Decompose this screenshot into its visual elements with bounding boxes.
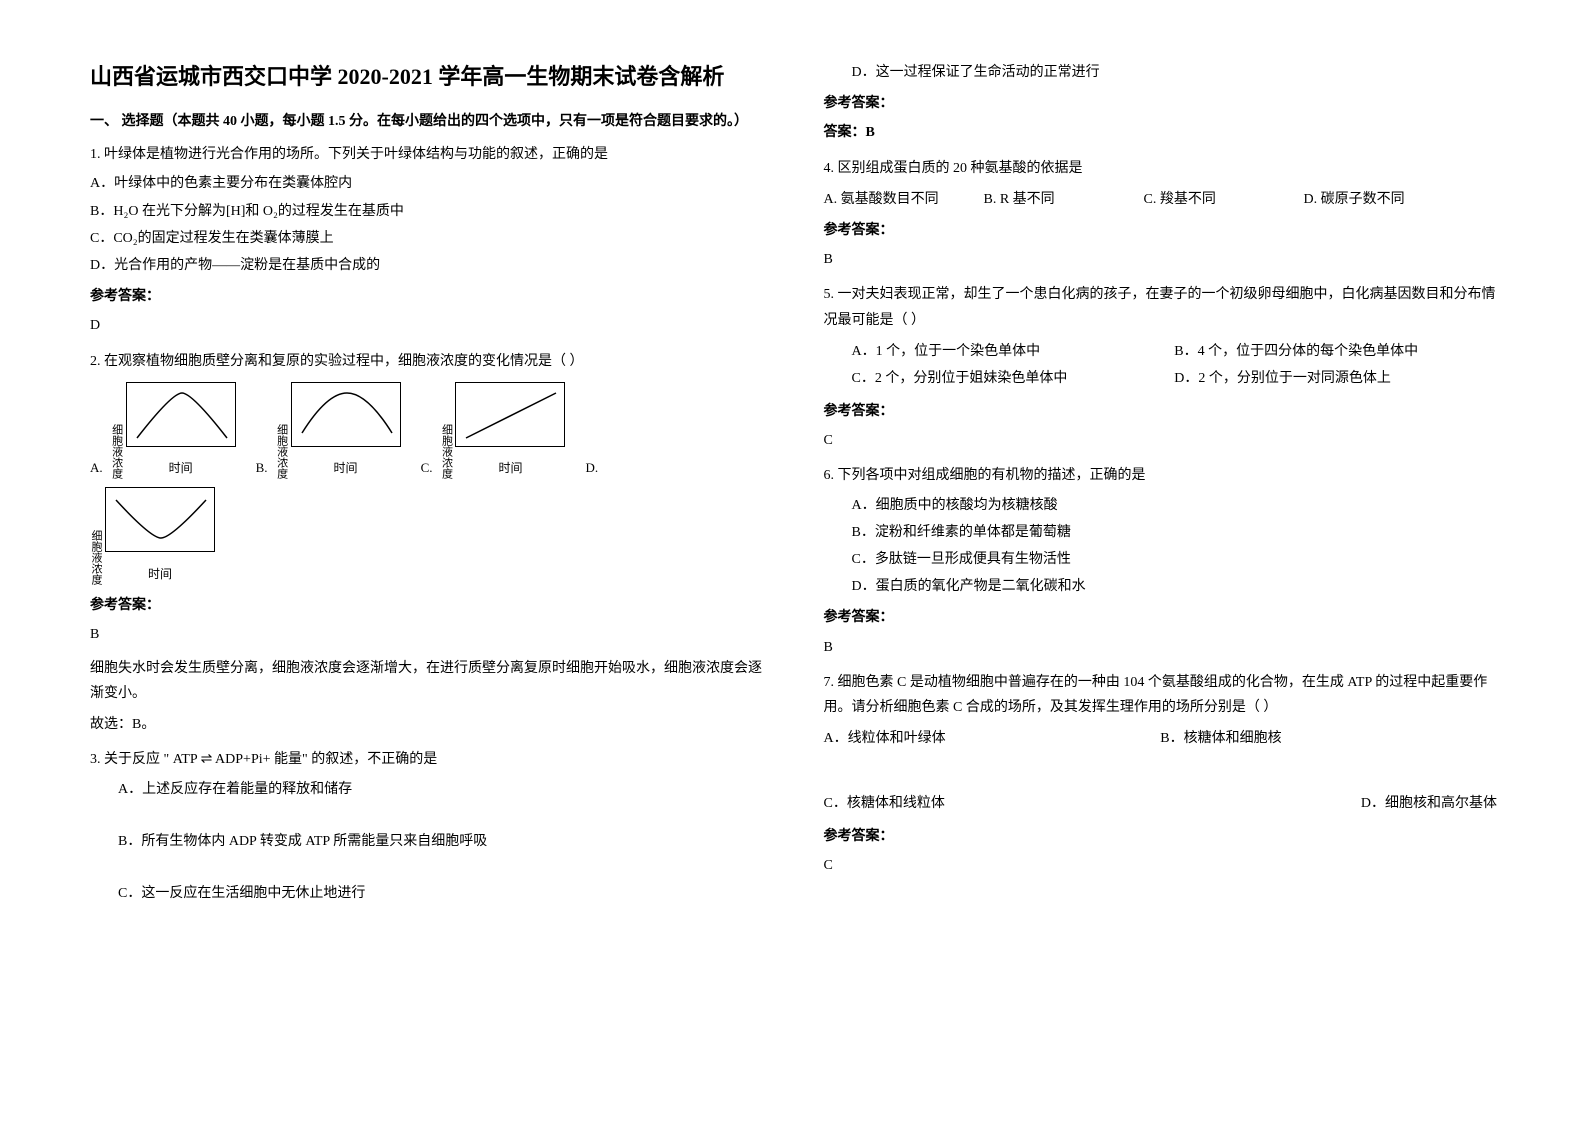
- option-c: C．这一反应在生活细胞中无休止地进行: [90, 881, 764, 906]
- chart-c-curve: [466, 393, 556, 438]
- answer-value: C: [824, 428, 1498, 453]
- question-1: 1. 叶绿体是植物进行光合作用的场所。下列关于叶绿体结构与功能的叙述，正确的是 …: [90, 142, 764, 338]
- option-a: A. 氨基酸数目不同: [824, 187, 944, 212]
- chart-b-svg: [291, 382, 401, 447]
- option-d: D．细胞核和高尔基体: [1160, 791, 1497, 816]
- chart-b: B. 细胞液浓度 时间: [256, 382, 401, 480]
- y-axis-label: 细胞液浓度: [440, 424, 451, 479]
- q3-post: 能量" 的叙述，不正确的是: [274, 752, 437, 767]
- x-axis-label: 时间: [105, 564, 215, 586]
- option-a: A．叶绿体中的色素主要分布在类囊体腔内: [90, 171, 764, 196]
- option-c: C．核糖体和线粒体: [824, 791, 1161, 816]
- option-a: A．细胞质中的核酸均为核糖核酸: [824, 493, 1498, 518]
- x-axis-label: 时间: [291, 458, 401, 480]
- y-axis-label: 细胞液浓度: [90, 530, 101, 585]
- question-text: 3. 关于反应 " ATP ⇌ ADP+Pi+ 能量" 的叙述，不正确的是: [90, 747, 764, 772]
- y-axis-label: 细胞液浓度: [276, 424, 287, 479]
- option-c: C．CO₂的固定过程发生在类囊体薄膜上: [90, 226, 764, 251]
- option-d: D．2 个，分别位于一对同源色体上: [1174, 366, 1497, 391]
- option-c: C．2 个，分别位于姐妹染色单体中: [852, 366, 1175, 391]
- explanation-2: 故选：B。: [90, 712, 764, 737]
- answer-label: 参考答案：: [824, 91, 1498, 116]
- chart-label-d: D.: [585, 456, 598, 479]
- y-axis-label: 细胞液浓度: [111, 424, 122, 479]
- answer-value: B: [824, 635, 1498, 660]
- q4-options: A. 氨基酸数目不同 B. R 基不同 C. 羧基不同 D. 碳原子数不同: [824, 187, 1498, 212]
- chart-d-svg: [105, 487, 215, 552]
- right-column: D．这一过程保证了生命活动的正常进行 参考答案： 答案：B 4. 区别组成蛋白质…: [824, 60, 1498, 1062]
- question-text: 5. 一对夫妇表现正常，却生了一个患白化病的孩子，在妻子的一个初级卵母细胞中，白…: [824, 282, 1498, 332]
- document-title: 山西省运城市西交口中学 2020-2021 学年高一生物期末试卷含解析: [90, 60, 764, 93]
- option-b: B．淀粉和纤维素的单体都是葡萄糖: [824, 520, 1498, 545]
- question-text: 6. 下列各项中对组成细胞的有机物的描述，正确的是: [824, 463, 1498, 488]
- question-7: 7. 细胞色素 C 是动植物细胞中普遍存在的一种由 104 个氨基酸组成的化合物…: [824, 670, 1498, 878]
- option-a: A．1 个，位于一个染色单体中: [852, 339, 1175, 364]
- q5-options: A．1 个，位于一个染色单体中 B．4 个，位于四分体的每个染色单体中 C．2 …: [824, 339, 1498, 393]
- option-b: B．核糖体和细胞核: [1160, 726, 1497, 751]
- answer-label: 参考答案：: [824, 399, 1498, 424]
- chart-c-svg: [455, 382, 565, 447]
- x-axis-label: 时间: [126, 458, 236, 480]
- option-c: C. 羧基不同: [1144, 187, 1264, 212]
- question-text: 7. 细胞色素 C 是动植物细胞中普遍存在的一种由 104 个氨基酸组成的化合物…: [824, 670, 1498, 720]
- q3-pre: 3. 关于反应 ": [90, 752, 173, 767]
- chart-label-b: B.: [256, 456, 268, 479]
- answer-value: D: [90, 313, 764, 338]
- option-b: B．H₂O 在光下分解为[H]和 O₂的过程发生在基质中: [90, 199, 764, 224]
- q7-options-row1: A．线粒体和叶绿体 B．核糖体和细胞核: [824, 726, 1498, 753]
- question-2: 2. 在观察植物细胞质壁分离和复原的实验过程中，细胞液浓度的变化情况是（ ） A…: [90, 349, 764, 738]
- chart-row-2: 细胞液浓度 时间: [90, 487, 764, 585]
- chart-label-c: C.: [421, 456, 433, 479]
- chart-a-svg: [126, 382, 236, 447]
- chart-label-a: A.: [90, 456, 103, 479]
- question-text: 2. 在观察植物细胞质壁分离和复原的实验过程中，细胞液浓度的变化情况是（ ）: [90, 349, 764, 374]
- question-4: 4. 区别组成蛋白质的 20 种氨基酸的依据是 A. 氨基酸数目不同 B. R …: [824, 156, 1498, 273]
- section-header: 一、 选择题（本题共 40 小题，每小题 1.5 分。在每小题给出的四个选项中，…: [90, 109, 764, 134]
- answer-label: 参考答案：: [90, 593, 764, 618]
- chart-a: A. 细胞液浓度 时间: [90, 382, 236, 480]
- question-6: 6. 下列各项中对组成细胞的有机物的描述，正确的是 A．细胞质中的核酸均为核糖核…: [824, 463, 1498, 659]
- chart-c: C. 细胞液浓度 时间: [421, 382, 566, 480]
- question-5: 5. 一对夫妇表现正常，却生了一个患白化病的孩子，在妻子的一个初级卵母细胞中，白…: [824, 282, 1498, 453]
- q7-options-row2: C．核糖体和线粒体 D．细胞核和高尔基体: [824, 791, 1498, 818]
- answer-value: 答案：B: [824, 120, 1498, 145]
- question-text: 1. 叶绿体是植物进行光合作用的场所。下列关于叶绿体结构与功能的叙述，正确的是: [90, 142, 764, 167]
- option-b: B．4 个，位于四分体的每个染色单体中: [1174, 339, 1497, 364]
- answer-label: 参考答案：: [824, 218, 1498, 243]
- left-column: 山西省运城市西交口中学 2020-2021 学年高一生物期末试卷含解析 一、 选…: [90, 60, 764, 1062]
- option-a: A．线粒体和叶绿体: [824, 726, 1161, 751]
- option-d: D. 碳原子数不同: [1304, 187, 1424, 212]
- chart-row-1: A. 细胞液浓度 时间 B. 细胞液浓度 时间: [90, 382, 764, 480]
- answer-label: 参考答案：: [824, 824, 1498, 849]
- option-a: A．上述反应存在着能量的释放和储存: [90, 777, 764, 802]
- chart-b-curve: [302, 393, 392, 433]
- question-text: 4. 区别组成蛋白质的 20 种氨基酸的依据是: [824, 156, 1498, 181]
- question-3-cont: D．这一过程保证了生命活动的正常进行 参考答案： 答案：B: [824, 60, 1498, 146]
- option-d: D．光合作用的产物——淀粉是在基质中合成的: [90, 253, 764, 278]
- chart-a-curve: [137, 393, 227, 438]
- option-c: C．多肽链一旦形成便具有生物活性: [824, 547, 1498, 572]
- chart-a-wrapper: 时间: [126, 382, 236, 480]
- x-axis-label: 时间: [455, 458, 565, 480]
- answer-value: B: [824, 247, 1498, 272]
- option-b: B. R 基不同: [984, 187, 1104, 212]
- chart-d-wrapper: 时间: [105, 487, 215, 585]
- chart-b-wrapper: 时间: [291, 382, 401, 480]
- answer-value: C: [824, 853, 1498, 878]
- question-3: 3. 关于反应 " ATP ⇌ ADP+Pi+ 能量" 的叙述，不正确的是 A．…: [90, 747, 764, 906]
- chart-d: 细胞液浓度 时间: [90, 487, 215, 585]
- atp-formula: ATP ⇌ ADP+Pi+: [173, 747, 271, 772]
- chart-c-wrapper: 时间: [455, 382, 565, 480]
- option-d: D．这一过程保证了生命活动的正常进行: [824, 60, 1498, 85]
- explanation-1: 细胞失水时会发生质壁分离，细胞液浓度会逐渐增大，在进行质壁分离复原时细胞开始吸水…: [90, 656, 764, 706]
- option-d: D．蛋白质的氧化产物是二氧化碳和水: [824, 574, 1498, 599]
- answer-value: B: [90, 622, 764, 647]
- answer-label: 参考答案：: [824, 605, 1498, 630]
- answer-label: 参考答案：: [90, 284, 764, 309]
- chart-d-curve: [116, 500, 206, 538]
- option-b: B．所有生物体内 ADP 转变成 ATP 所需能量只来自细胞呼吸: [90, 829, 764, 854]
